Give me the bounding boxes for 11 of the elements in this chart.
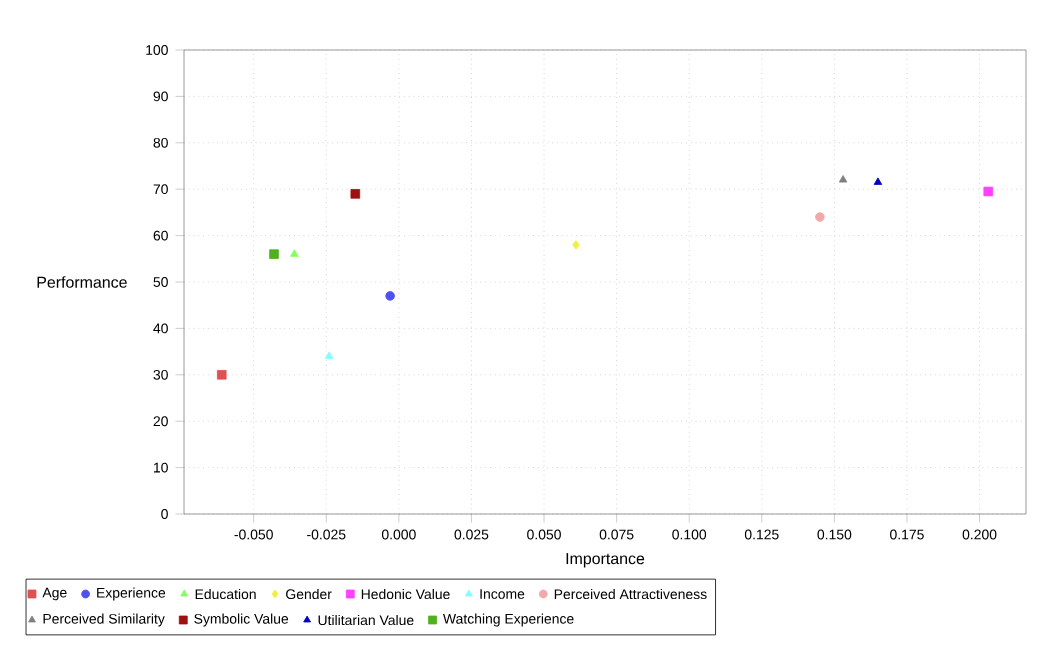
point [385, 291, 395, 301]
point [269, 249, 279, 259]
point [983, 186, 994, 197]
point [290, 249, 299, 257]
point [815, 212, 825, 222]
point [838, 175, 848, 183]
point [324, 351, 334, 359]
point [572, 240, 580, 250]
point [350, 189, 361, 199]
point [873, 177, 883, 185]
point [216, 370, 227, 380]
